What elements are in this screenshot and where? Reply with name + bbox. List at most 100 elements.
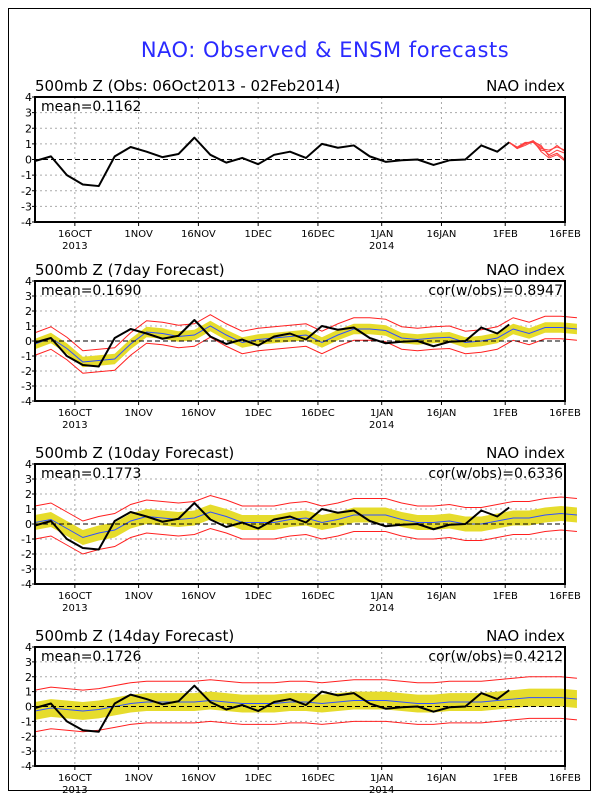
x-tick-label: 16OCT	[58, 591, 93, 602]
x-tick-label: 1FEB	[493, 229, 518, 240]
y-tick-label: 4	[25, 458, 32, 471]
x-tick-year: 2013	[62, 603, 87, 614]
envelope-lower-line	[34, 527, 578, 555]
x-tick-label: 1NOV	[124, 229, 153, 240]
spread-shade	[35, 504, 577, 545]
observed-line	[34, 502, 510, 551]
observed-line	[34, 136, 510, 188]
y-tick-label: 0	[25, 335, 32, 348]
panel-right-title: NAO index	[486, 627, 565, 645]
x-tick-label: 1FEB	[493, 408, 518, 419]
figure-frame	[8, 8, 591, 791]
mean-label: mean=0.1726	[41, 649, 142, 665]
plot-area-border	[34, 96, 566, 223]
correlation-label: cor(w/obs)=0.6336	[428, 466, 563, 482]
chart-panel-3: 500mb Z (10day Forecast) NAO index -4 -3 -2 -…	[21, 444, 581, 614]
y-tick-label: -1	[21, 169, 32, 182]
x-tick-label: 1FEB	[493, 591, 518, 602]
x-tick-label: 16FEB	[549, 591, 581, 602]
y-tick-label: 2	[25, 671, 32, 684]
y-tick-label: 2	[25, 122, 32, 135]
y-tick-label: 2	[25, 488, 32, 501]
correlation-label: cor(w/obs)=0.4212	[428, 649, 563, 665]
x-tick-year: 2014	[369, 241, 394, 252]
y-tick-label: -2	[21, 365, 32, 378]
y-tick-label: 0	[25, 518, 32, 531]
envelope-upper-line	[34, 494, 578, 522]
plot-area-border	[34, 280, 566, 402]
x-tick-label: 16NOV	[181, 408, 216, 419]
y-tick-label: -4	[21, 216, 32, 229]
y-tick-label: -2	[21, 185, 32, 198]
x-tick-label: 1DEC	[244, 591, 271, 602]
ensemble-mean-line	[34, 325, 578, 363]
x-tick-year: 2013	[62, 785, 87, 796]
correlation-label: cor(w/obs)=0.8947	[428, 283, 563, 299]
panel-title: 500mb Z (10day Forecast)	[35, 444, 234, 462]
plot-area-border	[34, 463, 566, 585]
x-tick-year: 2014	[369, 785, 394, 796]
chart-panel-1: 500mb Z (Obs: 06Oct2013 - 02Feb2014) NAO …	[21, 77, 581, 252]
x-tick-label: 1JAN	[370, 408, 393, 419]
x-tick-label: 16JAN	[427, 408, 457, 419]
x-tick-label: 16NOV	[181, 773, 216, 784]
envelope-lower-line	[34, 336, 578, 374]
x-tick-label: 16DEC	[301, 229, 335, 240]
x-tick-label: 1DEC	[244, 229, 271, 240]
x-tick-label: 1DEC	[244, 408, 271, 419]
x-tick-label: 16FEB	[549, 408, 581, 419]
y-tick-label: 0	[25, 701, 32, 714]
y-tick-label: 2	[25, 305, 32, 318]
ensemble-mean-line	[34, 697, 578, 712]
observed-line	[34, 684, 510, 733]
y-tick-label: -4	[21, 395, 32, 408]
x-tick-year: 2014	[369, 603, 394, 614]
y-tick-label: 1	[25, 686, 32, 699]
x-tick-year: 2013	[62, 420, 87, 431]
y-tick-label: -1	[21, 350, 32, 363]
envelope-upper-line	[34, 676, 578, 691]
y-tick-label: -3	[21, 380, 32, 393]
y-tick-label: 1	[25, 320, 32, 333]
x-tick-year: 2013	[62, 241, 87, 252]
panel-title: 500mb Z (7day Forecast)	[35, 261, 225, 279]
x-tick-year: 2014	[369, 420, 394, 431]
x-tick-label: 1JAN	[370, 591, 393, 602]
y-tick-label: -4	[21, 760, 32, 773]
panel-title: 500mb Z (14day Forecast)	[35, 627, 234, 645]
x-tick-label: 1NOV	[124, 408, 153, 419]
x-tick-label: 16FEB	[549, 773, 581, 784]
mean-label: mean=0.1773	[41, 466, 141, 482]
y-tick-label: 3	[25, 290, 32, 303]
x-tick-label: 16DEC	[301, 591, 335, 602]
y-tick-label: 0	[25, 154, 32, 167]
envelope-lower-line	[34, 717, 578, 733]
x-tick-label: 16DEC	[301, 408, 335, 419]
y-tick-label: 3	[25, 473, 32, 486]
y-tick-label: 4	[25, 91, 32, 104]
mean-label: mean=0.1690	[41, 283, 141, 299]
chart-panel-4: 500mb Z (14day Forecast) NAO index -4 -3 -2 -…	[21, 627, 581, 796]
plot-area-border	[34, 646, 566, 767]
x-tick-label: 1NOV	[124, 773, 153, 784]
y-tick-label: -3	[21, 745, 32, 758]
mean-label: mean=0.1162	[41, 99, 141, 115]
y-tick-label: 4	[25, 275, 32, 288]
y-tick-label: 1	[25, 503, 32, 516]
x-tick-label: 16DEC	[301, 773, 335, 784]
x-tick-label: 1NOV	[124, 591, 153, 602]
x-tick-label: 1JAN	[370, 229, 393, 240]
panel-right-title: NAO index	[486, 77, 565, 95]
x-tick-label: 16NOV	[181, 229, 216, 240]
panel-right-title: NAO index	[486, 261, 565, 279]
x-tick-label: 16JAN	[427, 773, 457, 784]
x-tick-label: 1JAN	[370, 773, 393, 784]
panel-right-title: NAO index	[486, 444, 565, 462]
x-tick-label: 16JAN	[427, 229, 457, 240]
x-tick-label: 1FEB	[493, 773, 518, 784]
x-tick-label: 16JAN	[427, 591, 457, 602]
x-tick-label: 16OCT	[58, 408, 93, 419]
y-tick-label: -1	[21, 533, 32, 546]
x-tick-label: 16FEB	[549, 229, 581, 240]
